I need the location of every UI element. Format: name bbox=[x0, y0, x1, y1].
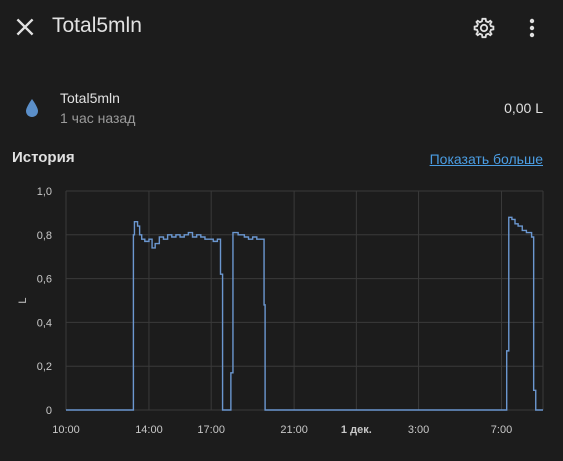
y-tick-label: 0,2 bbox=[37, 361, 52, 373]
history-title: История bbox=[12, 149, 75, 166]
show-more-link[interactable]: Показать больше bbox=[429, 151, 543, 167]
x-tick-label: 21:00 bbox=[280, 424, 308, 436]
dialog-header: Total5mln bbox=[0, 0, 563, 56]
x-tick-label: 10:00 bbox=[52, 424, 80, 436]
history-chart[interactable]: 0 0,2 0,4 0,6 0,8 1,0 10:00 14:00 17:00 21:00 1 д… bbox=[0, 175, 563, 461]
gear-icon[interactable] bbox=[472, 16, 496, 40]
x-axis-ticks: 10:00 14:00 17:00 21:00 1 дек. 3:00 7:00 bbox=[52, 424, 512, 436]
y-tick-label: 0 bbox=[46, 405, 52, 417]
y-tick-label: 1,0 bbox=[37, 186, 52, 198]
x-tick-label: 7:00 bbox=[491, 424, 512, 436]
dialog-title: Total5mln bbox=[52, 14, 142, 37]
entity-name: Total5mln bbox=[60, 90, 120, 106]
series-line bbox=[66, 216, 543, 411]
chart-grid bbox=[65, 190, 544, 411]
x-tick-label: 14:00 bbox=[135, 424, 163, 436]
y-axis-label: L bbox=[17, 297, 29, 303]
x-tick-label: 1 дек. bbox=[341, 424, 372, 436]
entity-row[interactable]: Total5mln 1 час назад 0,00 L bbox=[0, 84, 563, 132]
y-tick-label: 0,8 bbox=[37, 230, 52, 242]
x-tick-label: 17:00 bbox=[197, 424, 225, 436]
entity-state: 0,00 L bbox=[504, 100, 543, 116]
y-tick-label: 0,4 bbox=[37, 317, 52, 329]
water-drop-icon bbox=[26, 99, 38, 117]
y-tick-label: 0,6 bbox=[37, 274, 52, 286]
close-icon[interactable] bbox=[12, 14, 38, 40]
y-axis-ticks: 0 0,2 0,4 0,6 0,8 1,0 bbox=[37, 186, 52, 417]
x-tick-label: 3:00 bbox=[408, 424, 429, 436]
dots-vertical-icon[interactable] bbox=[522, 16, 542, 40]
entity-last-changed: 1 час назад bbox=[60, 110, 136, 126]
